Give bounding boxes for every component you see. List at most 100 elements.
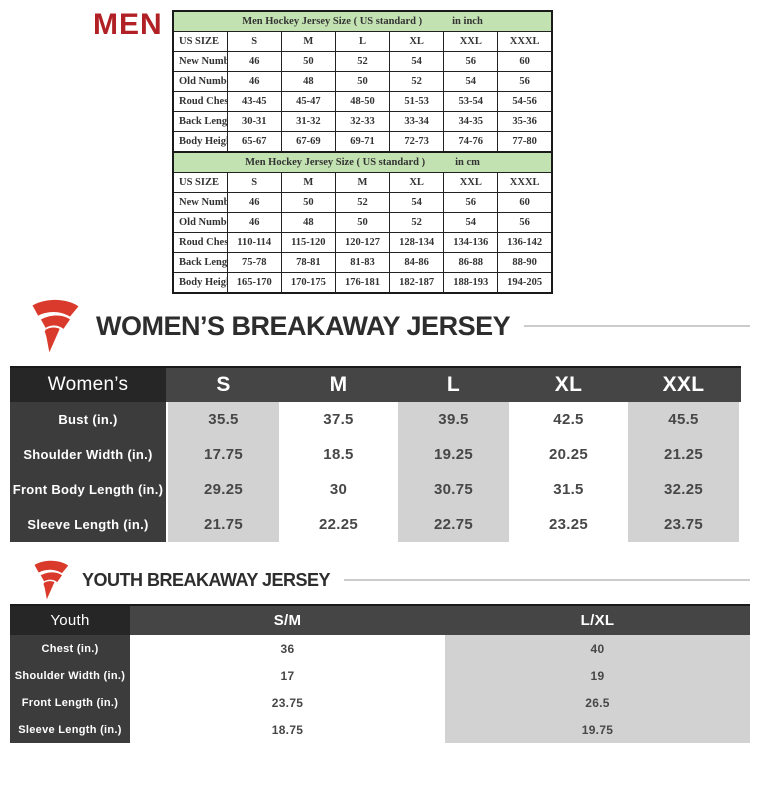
size-cell: 188-193 xyxy=(443,272,499,294)
column-header: XXXL xyxy=(497,31,553,52)
size-cell: 22.75 xyxy=(396,507,511,542)
row-label: Body Height xyxy=(172,272,228,294)
size-cell: 52 xyxy=(334,192,391,213)
size-cell: 51-53 xyxy=(389,91,445,112)
column-header: XL xyxy=(511,366,626,402)
size-cell: 34-35 xyxy=(443,111,499,132)
size-cell: 52 xyxy=(389,71,445,92)
size-cell: 32-33 xyxy=(334,111,391,132)
size-cell: 50 xyxy=(280,192,336,213)
row-label: Back Length xyxy=(172,111,228,132)
size-cell: 45-47 xyxy=(280,91,336,112)
men-section-label: MEN xyxy=(93,8,163,41)
size-cell: 46 xyxy=(226,71,282,92)
size-cell: 56 xyxy=(497,71,553,92)
size-cell: 54-56 xyxy=(497,91,553,112)
size-cell: 74-76 xyxy=(443,131,499,153)
column-header: M xyxy=(280,172,336,193)
size-cell: 115-120 xyxy=(280,232,336,253)
size-cell: 182-187 xyxy=(389,272,445,294)
men-size-table-cm: Men Hockey Jersey Size ( US standard ) in… xyxy=(172,151,553,294)
size-cell: 39.5 xyxy=(396,402,511,437)
table-row: US SIZE S M M XL XXL XXXL xyxy=(172,172,553,193)
row-label: Shoulder Width (in.) xyxy=(10,662,130,689)
size-cell: 52 xyxy=(389,212,445,233)
men-table-title: Men Hockey Jersey Size ( US standard ) xyxy=(245,157,426,168)
size-cell: 134-136 xyxy=(443,232,499,253)
size-cell: 60 xyxy=(497,51,553,72)
size-cell: 31-32 xyxy=(280,111,336,132)
row-label: US SIZE xyxy=(172,172,228,193)
table-row: Old Number Size464850525456 xyxy=(172,212,553,233)
row-label: US SIZE xyxy=(172,31,228,52)
size-cell: 50 xyxy=(280,51,336,72)
size-cell: 75-78 xyxy=(226,252,282,273)
row-label: Body Height xyxy=(172,131,228,153)
column-header: M xyxy=(280,31,336,52)
size-cell: 30-31 xyxy=(226,111,282,132)
column-header: S xyxy=(226,172,282,193)
fanatics-flag-icon xyxy=(32,299,79,353)
size-cell: 176-181 xyxy=(334,272,391,294)
youth-section-heading: YOUTH BREAKAWAY JERSEY xyxy=(30,558,756,602)
table-row: Back Length75-7878-8181-8384-8686-8888-9… xyxy=(172,252,553,273)
size-cell: 56 xyxy=(497,212,553,233)
size-cell: 136-142 xyxy=(497,232,553,253)
table-row: Body Height165-170170-175176-181182-1871… xyxy=(172,272,553,294)
column-header: XXL xyxy=(443,172,499,193)
size-cell: 52 xyxy=(334,51,391,72)
size-cell: 23.75 xyxy=(130,689,445,716)
size-cell: 43-45 xyxy=(226,91,282,112)
men-table-title-row: Men Hockey Jersey Size ( US standard ) in… xyxy=(172,10,553,32)
column-header: L xyxy=(396,366,511,402)
row-label: Roud Chest xyxy=(172,232,228,253)
size-cell: 60 xyxy=(497,192,553,213)
row-label: New Number Size xyxy=(172,51,228,72)
size-cell: 72-73 xyxy=(389,131,445,153)
size-cell: 67-69 xyxy=(280,131,336,153)
size-cell: 35.5 xyxy=(166,402,281,437)
heading-divider-line xyxy=(524,325,750,327)
youth-heading-text: YOUTH BREAKAWAY JERSEY xyxy=(82,569,331,590)
size-cell: 35-36 xyxy=(497,111,553,132)
size-cell: 128-134 xyxy=(389,232,445,253)
column-header: S xyxy=(166,366,281,402)
size-cell: 26.5 xyxy=(445,689,750,716)
size-cell: 170-175 xyxy=(280,272,336,294)
row-label: Sleeve Length (in.) xyxy=(10,507,166,542)
column-header: M xyxy=(334,172,391,193)
size-cell: 86-88 xyxy=(443,252,499,273)
men-table-title-row: Men Hockey Jersey Size ( US standard ) in… xyxy=(172,151,553,173)
row-label: Front Body Length (in.) xyxy=(10,472,166,507)
men-size-tables: Men Hockey Jersey Size ( US standard ) in… xyxy=(172,10,553,294)
size-cell: 88-90 xyxy=(497,252,553,273)
size-cell: 194-205 xyxy=(497,272,553,294)
column-header: M xyxy=(281,366,396,402)
row-label: Sleeve Length (in.) xyxy=(10,716,130,743)
size-cell: 30.75 xyxy=(396,472,511,507)
size-cell: 56 xyxy=(443,192,499,213)
size-cell: 46 xyxy=(226,192,282,213)
table-row: Back Length30-3131-3232-3333-3434-3535-3… xyxy=(172,111,553,132)
column-header: XXL xyxy=(443,31,499,52)
size-cell: 46 xyxy=(226,212,282,233)
size-cell: 17 xyxy=(130,662,445,689)
size-cell: 18.5 xyxy=(281,437,396,472)
size-cell: 54 xyxy=(389,192,445,213)
row-label: Bust (in.) xyxy=(10,402,166,437)
column-header: XXXL xyxy=(497,172,553,193)
men-table-unit: in cm xyxy=(455,157,480,168)
row-label: Back Length xyxy=(172,252,228,273)
size-cell: 19.75 xyxy=(445,716,750,743)
size-cell: 40 xyxy=(445,635,750,662)
size-cell: 69-71 xyxy=(334,131,391,153)
size-cell: 19 xyxy=(445,662,750,689)
size-cell: 48 xyxy=(280,212,336,233)
women-size-table: Women’s S M L XL XXL Bust (in.) 35.5 37.… xyxy=(10,366,741,542)
table-row: Old Number Size464850525456 xyxy=(172,71,553,92)
table-row: Body Height65-6767-6969-7172-7374-7677-8… xyxy=(172,131,553,153)
row-label: Old Number Size xyxy=(172,212,228,233)
column-header: L xyxy=(334,31,391,52)
row-label: Chest (in.) xyxy=(10,635,130,662)
